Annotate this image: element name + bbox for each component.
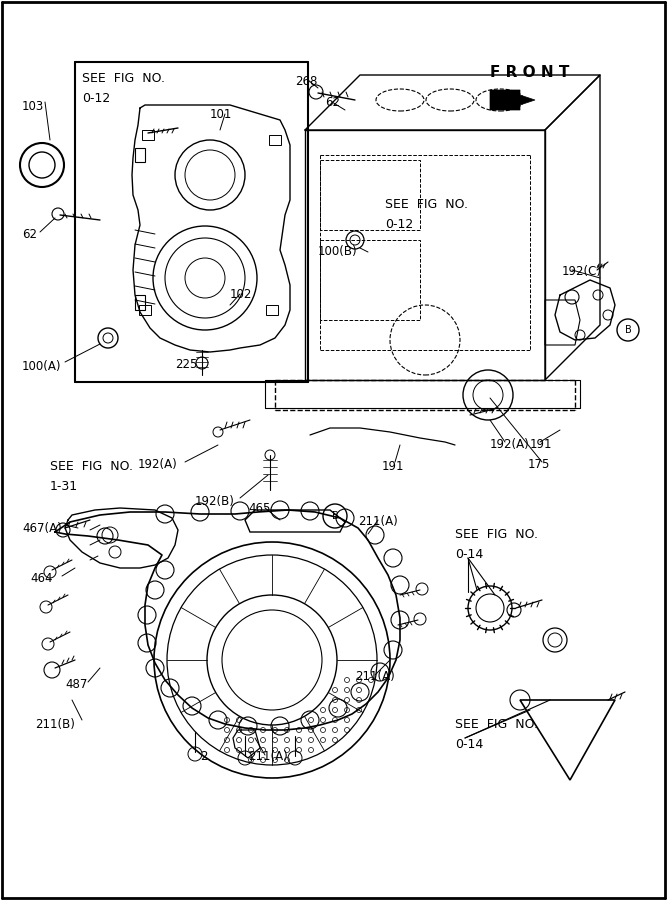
Text: SEE  FIG  NO.: SEE FIG NO. (50, 460, 133, 473)
Text: 192(C): 192(C) (562, 265, 602, 278)
Text: F R O N T: F R O N T (490, 65, 570, 80)
Text: 192(A): 192(A) (490, 438, 530, 451)
Text: 464: 464 (30, 572, 53, 585)
Text: 225: 225 (175, 358, 197, 371)
Text: B: B (624, 325, 632, 335)
Text: SEE  FIG  NO.: SEE FIG NO. (385, 198, 468, 211)
Text: 100(A): 100(A) (22, 360, 61, 373)
Text: 268: 268 (295, 75, 317, 88)
Text: SEE  FIG  NO.: SEE FIG NO. (455, 528, 538, 541)
Text: 0-14: 0-14 (455, 738, 484, 751)
Text: 100(B): 100(B) (318, 245, 358, 258)
Text: 2: 2 (200, 750, 207, 763)
Text: 191: 191 (382, 460, 404, 473)
Text: 0-12: 0-12 (82, 92, 110, 105)
Polygon shape (490, 90, 535, 110)
Text: 467(A): 467(A) (22, 522, 62, 535)
Text: 191: 191 (530, 438, 552, 451)
Text: 192(A): 192(A) (138, 458, 177, 471)
Text: 211(B): 211(B) (35, 718, 75, 731)
Text: 102: 102 (230, 288, 252, 301)
Text: 192(B): 192(B) (195, 495, 235, 508)
Text: 465: 465 (248, 502, 270, 515)
Text: 211(A): 211(A) (358, 515, 398, 528)
Text: SEE  FIG  NO.: SEE FIG NO. (82, 72, 165, 85)
Text: 487: 487 (65, 678, 87, 691)
Text: 103: 103 (22, 100, 44, 113)
Text: B: B (331, 511, 338, 521)
Text: 62: 62 (325, 96, 340, 109)
Text: 1-31: 1-31 (50, 480, 78, 493)
Text: 62: 62 (22, 228, 37, 241)
Text: SEE  FIG  NO.: SEE FIG NO. (455, 718, 538, 731)
Text: 0-14: 0-14 (455, 548, 484, 561)
Text: 211(A): 211(A) (248, 750, 287, 763)
Text: 0-12: 0-12 (385, 218, 414, 231)
Text: 211(A): 211(A) (355, 670, 395, 683)
Text: 101: 101 (210, 108, 232, 121)
Text: 175: 175 (528, 458, 550, 471)
